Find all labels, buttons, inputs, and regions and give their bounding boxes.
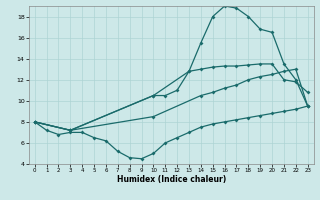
X-axis label: Humidex (Indice chaleur): Humidex (Indice chaleur) <box>116 175 226 184</box>
